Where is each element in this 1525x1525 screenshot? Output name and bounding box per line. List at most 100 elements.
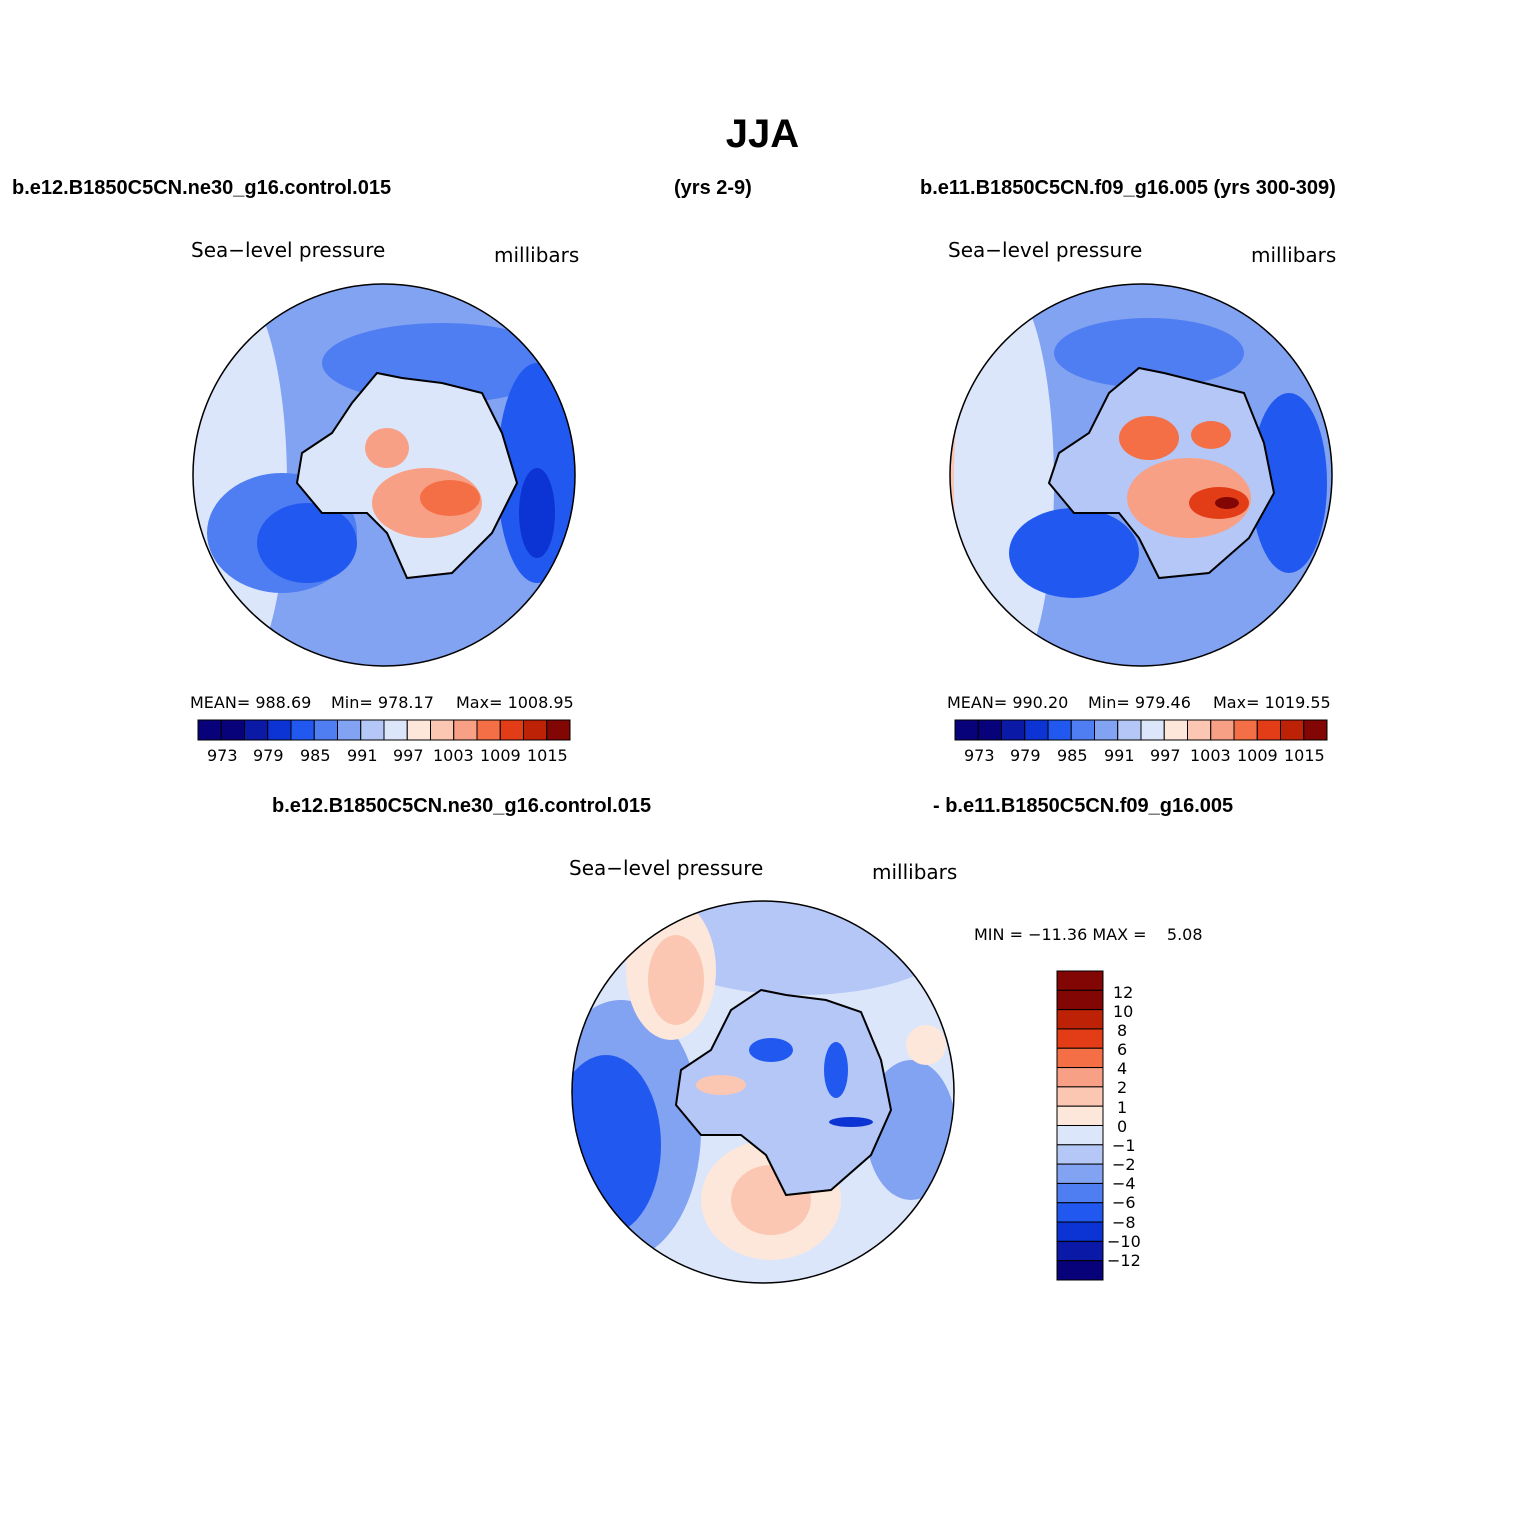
left-colorbar-swatch xyxy=(476,719,501,741)
diff-tick-label: −6 xyxy=(1112,1193,1136,1212)
right-colorbar-swatch xyxy=(977,719,1002,741)
left-case-label: b.e12.B1850C5CN.ne30_g16.control.015 xyxy=(12,177,392,199)
left-colorbar-swatch xyxy=(430,719,455,741)
diff-colorbar-swatch xyxy=(1056,1067,1104,1088)
left-tick-label: 1003 xyxy=(433,746,474,765)
right-colorbar-swatch xyxy=(1256,719,1281,741)
diff-case-label-left: b.e12.B1850C5CN.ne30_g16.control.015 xyxy=(272,795,652,817)
right-map-low-north xyxy=(1054,318,1244,388)
left-tick-label: 991 xyxy=(347,746,378,765)
left-tick-label: 1015 xyxy=(527,746,568,765)
diff-map-border xyxy=(571,900,955,1284)
diff-colorbar-swatch xyxy=(1056,1144,1104,1165)
left-tick-label: 997 xyxy=(393,746,424,765)
right-tick-label: 991 xyxy=(1104,746,1135,765)
left-map-low-southwest-core xyxy=(257,503,357,583)
right-colorbar-swatch xyxy=(954,719,979,741)
diff-tick-label: 12 xyxy=(1113,983,1134,1002)
diff-panel-variable: Sea−level pressure xyxy=(569,856,764,880)
left-polar-map xyxy=(192,283,576,667)
left-colorbar-swatch xyxy=(290,719,315,741)
right-panel-variable: Sea−level pressure xyxy=(948,238,1143,262)
right-map-high-peak xyxy=(1215,497,1239,509)
left-colorbar-swatch xyxy=(499,719,524,741)
right-stat-min: Min= 979.46 xyxy=(1088,693,1191,712)
diff-colorbar-swatch xyxy=(1056,1202,1104,1223)
diff-tick-label: 2 xyxy=(1117,1078,1128,1097)
left-map-high-core xyxy=(420,480,480,516)
diff-tick-label: 0 xyxy=(1117,1117,1128,1136)
diff-colorbar-swatch xyxy=(1056,1221,1104,1242)
left-years-label: (yrs 2-9) xyxy=(674,177,752,199)
left-tick-label: 979 xyxy=(253,746,284,765)
diff-map-pos-interior xyxy=(696,1075,746,1095)
left-colorbar-swatch xyxy=(244,719,269,741)
right-colorbar-swatch xyxy=(1140,719,1165,741)
right-map-border xyxy=(949,283,1333,667)
right-stat-mean: MEAN= 990.20 xyxy=(947,693,1069,712)
left-stat-min: Min= 978.17 xyxy=(331,693,434,712)
left-stat-max: Max= 1008.95 xyxy=(456,693,574,712)
right-map-high-west-plateau xyxy=(1119,416,1179,460)
right-colorbar-swatch xyxy=(1094,719,1119,741)
diff-tick-label: 8 xyxy=(1117,1021,1128,1040)
right-colorbar-swatch xyxy=(1024,719,1049,741)
diff-colorbar-swatch xyxy=(1056,1182,1104,1204)
left-map-border xyxy=(192,283,576,667)
diff-tick-label: −1 xyxy=(1112,1136,1136,1155)
right-colorbar-swatch xyxy=(1210,719,1235,741)
diff-map-continent xyxy=(674,988,893,1197)
left-panel-units: millibars xyxy=(494,243,580,267)
diff-stat-minmax: MIN = −11.36 MAX = 5.08 xyxy=(974,925,1203,944)
right-map-high-north-plateau xyxy=(1191,421,1231,449)
diff-tick-label: −8 xyxy=(1112,1213,1136,1232)
diff-colorbar-swatch xyxy=(1056,989,1104,1011)
diff-colorbar-swatch xyxy=(1056,1240,1104,1262)
diff-colorbar-swatch xyxy=(1056,1009,1104,1030)
left-colorbar-swatch xyxy=(360,719,385,741)
diff-colorbar-swatch xyxy=(1056,1047,1104,1069)
right-tick-label: 985 xyxy=(1057,746,1088,765)
diff-colorbar-swatch xyxy=(1056,1086,1104,1107)
diff-panel-units: millibars xyxy=(872,860,958,884)
left-colorbar-swatch xyxy=(267,719,292,741)
left-stat-mean: MEAN= 988.69 xyxy=(190,693,312,712)
right-colorbar-swatch xyxy=(1117,719,1142,741)
diff-colorbar xyxy=(1056,970,1104,1281)
right-map-ridge xyxy=(954,284,1054,666)
right-colorbar-swatch xyxy=(1187,719,1212,741)
left-colorbar-swatch xyxy=(523,719,548,741)
diff-tick-label: 6 xyxy=(1117,1040,1128,1059)
diff-case-label-right: - b.e11.B1850C5CN.f09_g16.005 xyxy=(933,795,1234,817)
diff-map-pos-east xyxy=(906,1025,946,1065)
right-tick-label: 997 xyxy=(1150,746,1181,765)
diff-colorbar-swatch xyxy=(1056,970,1104,991)
left-tick-label: 985 xyxy=(300,746,331,765)
left-colorbar xyxy=(197,719,571,741)
right-colorbar-swatch xyxy=(1233,719,1258,741)
right-colorbar-swatch xyxy=(1280,719,1305,741)
diff-map-neg-interior-a xyxy=(749,1038,793,1062)
diff-map-neg-interior-b xyxy=(824,1042,848,1098)
right-panel-units: millibars xyxy=(1251,243,1337,267)
figure-title: JJA xyxy=(725,112,800,156)
left-map-high-west-plateau xyxy=(365,428,409,468)
diff-tick-label: −12 xyxy=(1107,1251,1141,1270)
right-colorbar-swatch xyxy=(1303,719,1328,741)
diff-tick-label: −10 xyxy=(1107,1232,1141,1251)
right-colorbar-swatch xyxy=(1047,719,1072,741)
right-colorbar-swatch xyxy=(1163,719,1188,741)
left-colorbar-swatch xyxy=(406,719,431,741)
left-colorbar-swatch xyxy=(383,719,408,741)
left-colorbar-swatch xyxy=(220,719,245,741)
left-colorbar-swatch xyxy=(313,719,338,741)
left-colorbar-swatch xyxy=(546,719,571,741)
right-colorbar xyxy=(954,719,1328,741)
diff-tick-label: 4 xyxy=(1117,1059,1128,1078)
right-polar-map xyxy=(949,283,1333,667)
right-case-label: b.e11.B1850C5CN.f09_g16.005 (yrs 300-309… xyxy=(920,177,1336,199)
diff-tick-label: −4 xyxy=(1112,1174,1136,1193)
right-tick-label: 1015 xyxy=(1284,746,1325,765)
left-tick-label: 1009 xyxy=(480,746,521,765)
diff-map-neg-interior-c xyxy=(829,1117,873,1127)
